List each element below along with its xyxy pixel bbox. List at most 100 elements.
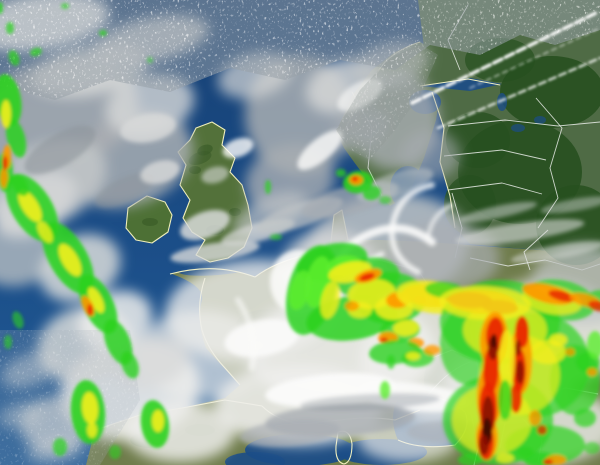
- precip-cell-r: [515, 316, 529, 348]
- precip-cell-g: [584, 442, 600, 454]
- speckle-group-norway-coast-speckle: [336, 44, 438, 160]
- cloud-streak: [297, 130, 343, 170]
- speckle-base-norway-coast-speckle: [336, 44, 438, 160]
- precip-cell-g: [0, 2, 3, 14]
- precip-cell-g: [61, 3, 69, 9]
- cloud-streak: [95, 172, 155, 208]
- cloud-streak: [120, 113, 176, 143]
- cloud-streak: [224, 319, 300, 357]
- precip-cell-y: [320, 281, 340, 319]
- precip-cell-g: [458, 454, 482, 465]
- precip-cell-g: [6, 22, 14, 34]
- precip-cell-g: [498, 380, 512, 420]
- water-patch: [497, 93, 507, 111]
- water-patch: [534, 116, 546, 124]
- cloud-streak: [540, 196, 600, 214]
- water-patch: [511, 124, 525, 132]
- precip-cell-r: [548, 290, 576, 302]
- precip-cell-y: [499, 330, 515, 390]
- terrain-texture: [188, 151, 212, 165]
- cloud-streak: [510, 241, 600, 263]
- precip-cell-r: [588, 300, 600, 312]
- speckle-group-top-cloud-band: [0, 0, 600, 100]
- country-border: [443, 149, 547, 161]
- precip-cell-r: [359, 272, 375, 282]
- cloud-streak: [222, 137, 254, 159]
- precip-cell-y: [18, 190, 42, 222]
- contrail-cloud-line: [436, 56, 600, 130]
- cloud-streak: [170, 241, 260, 263]
- speckle-base-southwest-cumulus-field: [0, 330, 140, 465]
- precip-cell-g: [121, 351, 139, 379]
- precip-cell-g: [8, 50, 20, 66]
- precip-cell-g: [379, 196, 391, 204]
- precip-cell-y: [58, 243, 82, 277]
- precip-cell-o: [424, 345, 440, 355]
- precip-cell-g: [30, 47, 42, 57]
- cloud-streak: [180, 209, 230, 241]
- precip-cell-br: [491, 334, 497, 348]
- contrail-cloud-line: [469, 27, 600, 89]
- precip-cell-y: [549, 334, 567, 346]
- terrain-texture: [229, 208, 241, 216]
- precip-cell-g: [574, 409, 596, 427]
- precip-cell-r: [87, 304, 93, 316]
- cloud-streak: [300, 393, 440, 411]
- cloud-blob: [400, 130, 460, 180]
- cloud-blob: [125, 402, 235, 462]
- precip-cell-r: [510, 383, 522, 413]
- precip-cell-o: [345, 301, 359, 311]
- cloud-streak: [201, 166, 229, 184]
- precip-cell-y: [393, 319, 419, 337]
- precip-cell-o: [587, 368, 597, 376]
- terrain-texture: [189, 166, 201, 174]
- coastline: [419, 78, 501, 87]
- precip-cell-g: [5, 118, 27, 158]
- cloud-streak: [455, 219, 585, 245]
- precip-cell-y: [37, 221, 53, 243]
- precip-cell-g: [12, 311, 24, 329]
- precip-cell-g: [53, 438, 67, 456]
- cloud-streak: [458, 201, 538, 223]
- precip-cell-g: [270, 234, 282, 240]
- precip-cell-o: [0, 168, 8, 188]
- precip-cell-g: [517, 447, 533, 457]
- precip-cell-y: [530, 340, 566, 364]
- cloud-streak: [24, 125, 96, 175]
- precip-cell-r: [380, 337, 388, 343]
- precip-cell-r: [2, 156, 8, 170]
- precip-cell-y: [406, 352, 420, 360]
- precip-cell-g: [147, 57, 153, 63]
- precip-cell-g: [99, 30, 107, 36]
- precip-cell-r: [537, 425, 547, 435]
- precip-cell-g: [4, 335, 12, 349]
- cloud-spiral-arc: [388, 182, 435, 275]
- precip-cell-y: [81, 392, 99, 424]
- precip-cell-dr: [479, 435, 489, 455]
- water-patch: [225, 452, 285, 465]
- contrail-cloud-line: [410, 10, 600, 105]
- precip-cell-o: [529, 410, 541, 426]
- precip-cell-y: [152, 410, 164, 432]
- precip-cell-r: [543, 459, 553, 465]
- precip-cell-o: [565, 348, 575, 356]
- precip-cell-g: [363, 185, 381, 201]
- country-border: [447, 119, 600, 127]
- contrail-layer: [410, 10, 600, 130]
- precip-cell-dr: [515, 340, 521, 356]
- precip-cell-y: [87, 422, 97, 438]
- cloud-spiral-arc: [235, 297, 257, 371]
- country-border: [447, 182, 543, 195]
- speckle-group-southwest-cumulus-field: [0, 330, 140, 465]
- cloud-spiral-arc: [426, 203, 454, 242]
- precip-cell-dr: [516, 360, 524, 384]
- precip-cell-g: [11, 174, 29, 196]
- precip-cell-gb: [587, 331, 600, 359]
- precip-cell-gb: [289, 270, 311, 310]
- precip-cell-g: [336, 169, 346, 177]
- precip-cell-y: [87, 287, 105, 313]
